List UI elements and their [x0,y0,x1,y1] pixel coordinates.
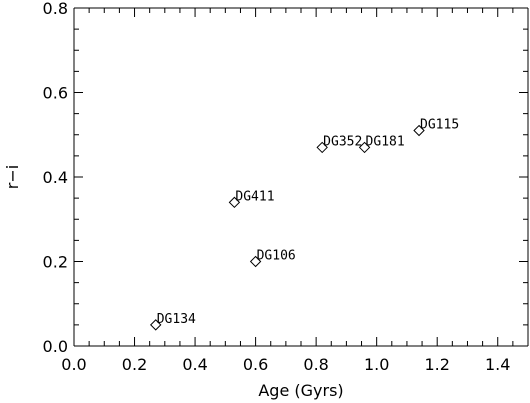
y-tick-label: 0.6 [43,84,68,103]
point-label-dg352: DG352 [323,134,362,149]
x-tick-label: 1.4 [485,355,510,374]
x-tick-label: 0.2 [122,355,147,374]
axis-ticks [73,7,529,347]
y-tick-label: 0.4 [43,168,68,187]
data-point-dg411 [228,196,241,209]
data-points: DG134 DG411 DG106 DG352 DG181 DG115 [150,118,459,331]
y-tick-label: 0.2 [43,253,68,272]
x-tick-label: 0.4 [182,355,207,374]
point-label-dg411: DG411 [235,189,274,204]
x-tick-label: 0.0 [61,355,86,374]
data-point-dg115 [413,124,425,137]
x-axis-title: Age (Gyrs) [258,381,343,400]
data-point-dg352 [316,141,328,154]
point-label-dg106: DG106 [257,249,296,264]
y-axis-title: r−i [3,165,22,189]
x-tick-label: 0.6 [243,355,268,374]
x-tick-label: 0.8 [303,355,328,374]
tick-labels: 0.0 0.2 0.4 0.6 0.8 1.0 1.2 1.4 0.0 0.2 0.4 0.6 0.8 [43,0,511,374]
plot-frame [73,7,529,347]
data-point-dg106 [249,255,262,268]
point-label-dg115: DG115 [420,118,459,133]
x-tick-label: 1.2 [424,355,449,374]
y-tick-label: 0.0 [43,337,68,356]
x-tick-label: 1.0 [364,355,389,374]
point-label-dg181: DG181 [366,134,405,149]
data-point-dg134 [150,319,162,331]
data-point-dg181 [358,141,371,154]
point-label-dg134: DG134 [157,312,196,327]
y-tick-label: 0.8 [43,0,68,18]
